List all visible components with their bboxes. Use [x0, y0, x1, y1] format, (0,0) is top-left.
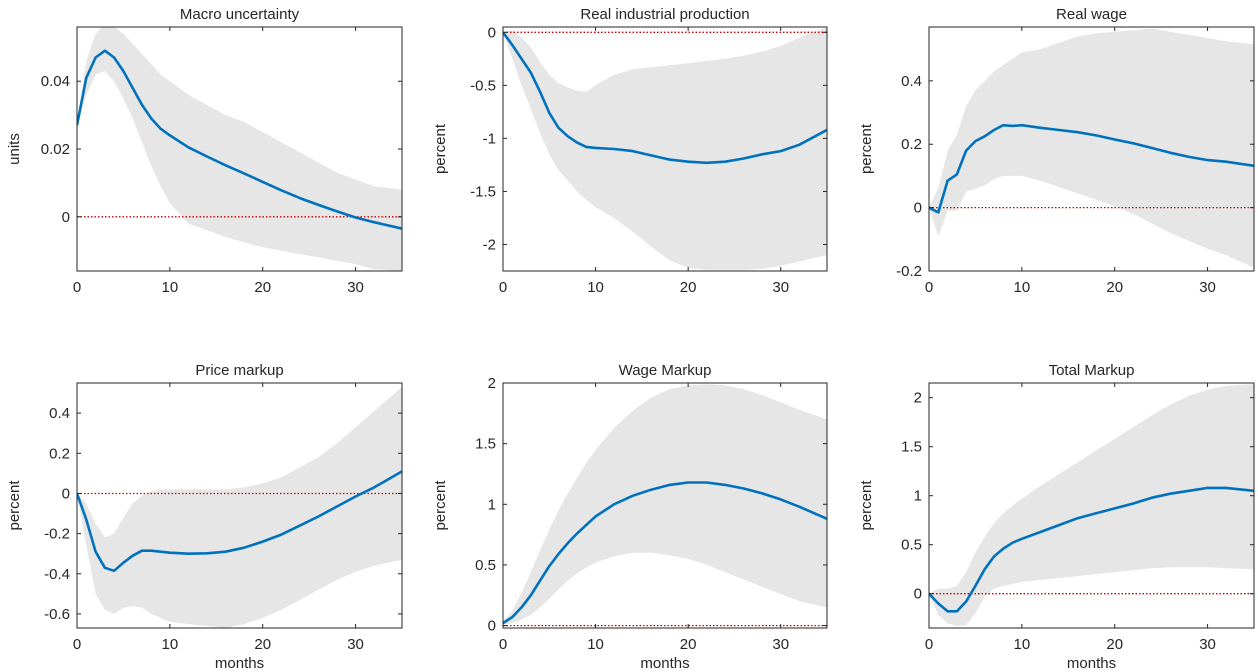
y-tick-label: 0.04 [41, 73, 70, 90]
y-tick-label: 0.2 [901, 136, 922, 153]
confidence-band [929, 28, 1254, 268]
chart-title: Price markup [195, 362, 283, 379]
x-tick-label: 30 [1199, 279, 1216, 296]
impulse-response-line [77, 49, 402, 230]
y-tick-label: 0 [62, 209, 70, 226]
x-tick-label: 0 [925, 636, 933, 653]
x-tick-label: 0 [73, 636, 81, 653]
y-tick-label: -0.6 [44, 606, 70, 623]
confidence-band [503, 27, 827, 270]
x-tick-label: 30 [772, 279, 789, 296]
x-axis-label: months [640, 655, 689, 672]
x-tick-label: 10 [587, 636, 604, 653]
impulse-response-line [929, 123, 1254, 214]
x-tick-label: 30 [1199, 636, 1216, 653]
y-tick-label: -0.5 [470, 77, 496, 94]
chart-title: Wage Markup [619, 362, 712, 379]
x-tick-label: 20 [254, 636, 271, 653]
y-tick-label: 0 [914, 586, 922, 603]
chart-title: Total Markup [1049, 362, 1135, 379]
impulse-response-line [77, 470, 402, 573]
y-tick-label: 1.5 [901, 439, 922, 456]
chart-panel-2: 0 10 20 30 -2 -1.5 -1 -0.5 0 Real industrial prod… [432, 6, 828, 296]
x-tick-label: 20 [680, 279, 697, 296]
x-tick-label: 20 [680, 636, 697, 653]
y-tick-label: -0.4 [44, 566, 70, 583]
y-tick-label: -1.5 [470, 183, 496, 200]
y-tick-label: 0 [914, 200, 922, 217]
chart-panel-6: 0 10 20 30 0 0.5 1 1.5 2 Total Markup percent month… [858, 362, 1255, 672]
x-tick-label: 20 [254, 279, 271, 296]
y-axis-label: units [6, 133, 23, 165]
y-tick-label: 0 [62, 485, 70, 502]
confidence-band [77, 387, 402, 628]
y-tick-label: 2 [488, 375, 496, 392]
confidence-band [929, 384, 1254, 626]
x-axis-label: months [215, 655, 264, 672]
y-axis-label: percent [6, 480, 23, 531]
impulse-response-line [503, 31, 827, 165]
y-tick-label: 0.5 [475, 557, 496, 574]
y-tick-label: 1 [914, 488, 922, 505]
x-tick-label: 10 [162, 279, 179, 296]
impulse-response-line [929, 486, 1254, 613]
y-tick-label: 0 [488, 618, 496, 635]
y-axis-label: percent [432, 123, 449, 174]
y-tick-label: -0.2 [44, 526, 70, 543]
chart-title: Macro uncertainty [180, 6, 300, 23]
axes-frame [502, 382, 828, 629]
x-tick-label: 10 [587, 279, 604, 296]
chart-panel-1: 0 10 20 30 0 0.02 0.04 Macro uncertainty units [6, 6, 403, 296]
x-tick-label: 30 [772, 636, 789, 653]
axes-frame [502, 26, 828, 272]
x-tick-label: 10 [162, 636, 179, 653]
x-tick-label: 10 [1014, 636, 1031, 653]
y-axis-label: percent [858, 123, 875, 174]
chart-title: Real industrial production [580, 6, 749, 23]
x-tick-label: 10 [1014, 279, 1031, 296]
x-axis-label: months [1067, 655, 1116, 672]
y-tick-label: 0.4 [49, 405, 70, 422]
y-tick-label: 1 [488, 496, 496, 513]
impulse-response-line [503, 481, 827, 625]
y-tick-label: -2 [483, 236, 496, 253]
axes-frame [928, 26, 1255, 272]
axes-frame [928, 382, 1255, 629]
axes-frame [76, 382, 403, 629]
y-tick-label: 2 [914, 390, 922, 407]
y-tick-label: 1.5 [475, 436, 496, 453]
x-tick-label: 20 [1106, 279, 1123, 296]
x-tick-label: 20 [1106, 636, 1123, 653]
y-tick-label: 0.4 [901, 73, 922, 90]
y-tick-label: -1 [483, 130, 496, 147]
y-tick-label: 0.5 [901, 537, 922, 554]
y-tick-label: 0.02 [41, 141, 70, 158]
x-tick-label: 0 [499, 279, 507, 296]
confidence-band [77, 27, 402, 271]
x-tick-label: 30 [347, 636, 364, 653]
x-tick-label: 30 [347, 279, 364, 296]
y-axis-label: percent [432, 480, 449, 531]
y-tick-label: 0 [488, 24, 496, 41]
x-tick-label: 0 [925, 279, 933, 296]
x-tick-label: 0 [73, 279, 81, 296]
y-tick-label: -0.2 [896, 263, 922, 280]
chart-panel-4: 0 10 20 30 -0.6 -0.4 -0.2 0 0.2 0.4 Price markup pe… [6, 362, 403, 672]
confidence-band [503, 384, 827, 625]
x-tick-label: 0 [499, 636, 507, 653]
chart-title: Real wage [1056, 6, 1127, 23]
chart-panel-5: 0 10 20 30 0 0.5 1 1.5 2 Wage Markup percent months [432, 362, 828, 672]
y-axis-label: percent [858, 480, 875, 531]
y-tick-label: 0.2 [49, 445, 70, 462]
